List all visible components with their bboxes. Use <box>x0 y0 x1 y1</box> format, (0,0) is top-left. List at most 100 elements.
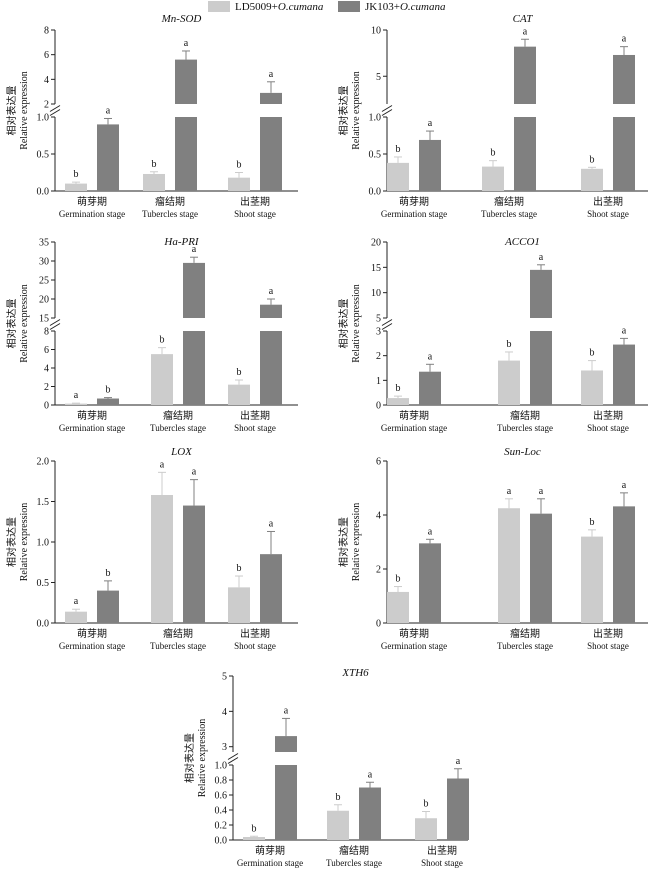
x-tick-label-cn: 瘤结期 <box>510 409 540 422</box>
legend-label-jk103-species: O.cumana <box>399 1 446 13</box>
y-tick-label: 0.0 <box>215 836 228 847</box>
y-axis-label-en: Relative expression <box>351 71 362 150</box>
bar-jk103 <box>359 787 381 840</box>
significance-label: b <box>152 159 157 170</box>
x-tick-label-en: Shoot stage <box>587 641 629 651</box>
y-tick-label: 4 <box>44 75 49 86</box>
x-tick-label-cn: 瘤结期 <box>510 627 540 640</box>
chart-panel-4: ACCO1 0 1 2 3 5 10 15 20 相对表达量 Relative expression… <box>337 236 648 433</box>
significance-label: b <box>74 169 79 180</box>
significance-label: a <box>456 756 461 767</box>
x-tick-label-en: Shoot stage <box>234 423 276 433</box>
y-axis-label-cn: 相对表达量 <box>5 86 18 136</box>
x-tick-label-cn: 萌芽期 <box>399 195 429 208</box>
x-tick-label-en: Shoot stage <box>421 858 463 868</box>
bar-jk103-upper <box>260 92 282 104</box>
bar-jk103-lower <box>275 765 297 840</box>
bar-jk103-lower <box>613 117 635 191</box>
chart-panel-1: Mn-SOD 0.0 0.5 1.0 2 4 6 8 相对表达量 Relative express… <box>5 13 298 219</box>
y-tick-label: 0.8 <box>215 776 228 787</box>
bar-jk103 <box>183 505 205 623</box>
bar-ld5009 <box>387 591 409 623</box>
axis-break-mark <box>227 753 239 760</box>
significance-label: a <box>507 486 512 497</box>
chart-title: Ha-PRI <box>163 236 200 248</box>
bar-jk103 <box>419 543 441 623</box>
bar-ld5009 <box>415 818 437 840</box>
y-tick-label: 15 <box>39 314 49 325</box>
x-tick-label-en: Germination stage <box>59 641 125 651</box>
significance-label: a <box>622 325 627 336</box>
x-tick-label-en: Tubercles stage <box>142 209 198 219</box>
significance-label: a <box>428 351 433 362</box>
bar-jk103 <box>97 124 119 191</box>
significance-label: a <box>523 26 528 37</box>
significance-label: b <box>237 563 242 574</box>
chart-title: Sun-Loc <box>504 446 541 458</box>
y-axis-label-en: Relative expression <box>19 503 30 582</box>
y-axis-label-cn: 相对表达量 <box>337 517 350 567</box>
significance-label: b <box>160 335 165 346</box>
bar-ld5009 <box>143 173 165 191</box>
significance-label: b <box>396 574 401 585</box>
y-tick-label: 10 <box>371 26 381 37</box>
bar-jk103 <box>613 506 635 623</box>
axis-break-mark <box>49 319 61 326</box>
y-tick-label: 0.5 <box>37 150 50 161</box>
y-tick-label: 0.2 <box>215 821 228 832</box>
chart-panel-5: LOX 0.0 0.5 1.0 1.5 2.0 相对表达量 Relative expressi… <box>5 446 298 651</box>
legend-label-ld5009-species: O.cumana <box>277 1 324 13</box>
bar-jk103-upper <box>530 269 552 318</box>
y-axis-label-en: Relative expression <box>19 71 30 150</box>
bar-jk103-lower <box>260 331 282 405</box>
y-tick-label: 3 <box>376 327 381 338</box>
y-tick-label: 20 <box>39 295 49 306</box>
x-tick-label-en: Shoot stage <box>587 423 629 433</box>
y-tick-label: 4 <box>376 511 381 522</box>
x-tick-label-cn: 瘤结期 <box>155 195 185 208</box>
y-tick-label: 1.5 <box>37 497 50 508</box>
bar-jk103-lower <box>175 117 197 191</box>
y-axis-label-cn: 相对表达量 <box>183 733 196 783</box>
bar-jk103-upper <box>175 59 197 104</box>
y-tick-label: 20 <box>371 238 381 249</box>
bar-ld5009 <box>65 403 87 405</box>
y-axis-label-cn: 相对表达量 <box>5 299 18 349</box>
x-tick-label-cn: 出茎期 <box>593 195 623 208</box>
y-tick-label: 10 <box>371 288 381 299</box>
x-tick-label-cn: 萌芽期 <box>77 195 107 208</box>
y-tick-label: 1 <box>376 376 381 387</box>
significance-label: a <box>284 705 289 716</box>
axis-break-mark <box>49 105 61 112</box>
bar-jk103-upper <box>514 46 536 104</box>
y-tick-label: 5 <box>222 672 227 683</box>
bar-jk103 <box>419 371 441 405</box>
y-tick-label: 6 <box>44 345 49 356</box>
y-tick-label: 25 <box>39 276 49 287</box>
y-tick-label: 5 <box>376 72 381 83</box>
bar-jk103-lower <box>260 117 282 191</box>
bar-ld5009 <box>65 183 87 191</box>
legend: LD5009+O.cumana JK103+O.cumana <box>0 0 650 14</box>
y-tick-label: 0.0 <box>37 187 50 198</box>
chart-title: ACCO1 <box>504 236 540 248</box>
axis-break-mark <box>381 319 393 326</box>
x-tick-label-en: Tubercles stage <box>326 858 382 868</box>
significance-label: b <box>106 568 111 579</box>
chart-panel-7: XTH6 0.0 0.2 0.4 0.6 0.8 1.0 3 4 5 相对表达量 Relative e… <box>183 667 469 868</box>
bar-jk103-upper <box>613 54 635 104</box>
x-tick-label-en: Germination stage <box>59 423 125 433</box>
significance-label: b <box>237 367 242 378</box>
significance-label: a <box>160 459 165 470</box>
bar-jk103-lower <box>530 331 552 405</box>
bar-jk103-lower <box>514 117 536 191</box>
y-tick-label: 0 <box>44 401 49 412</box>
significance-label: b <box>106 385 111 396</box>
bar-ld5009 <box>387 162 409 191</box>
bar-jk103-lower <box>183 331 205 405</box>
y-tick-label: 2 <box>44 100 49 111</box>
x-tick-label-en: Tubercles stage <box>150 423 206 433</box>
x-tick-label-cn: 出茎期 <box>240 409 270 422</box>
significance-label: a <box>622 480 627 491</box>
